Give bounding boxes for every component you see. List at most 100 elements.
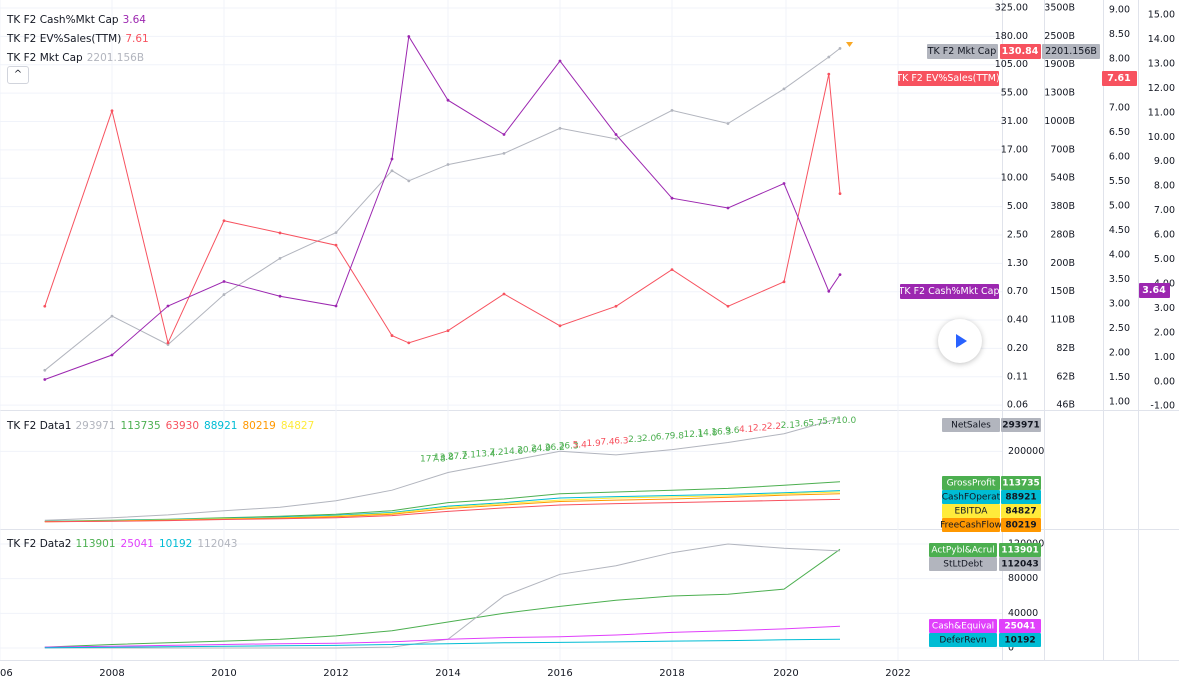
legend-entry[interactable]: 113901 <box>75 538 120 550</box>
pane1-axis3-tick: 7.00 <box>1109 103 1130 114</box>
pane1-axis1-tick: 2.50 <box>1007 229 1028 240</box>
pane1-axis2-tick: 62B <box>1056 371 1075 382</box>
pane3-name-label: StLtDebt <box>943 560 983 570</box>
growth-label: 24.9 <box>531 444 551 454</box>
time-axis-label: 2020 <box>773 668 798 679</box>
pane1-axis2-tick: 46B <box>1056 400 1075 411</box>
legend-entry[interactable]: 10192 <box>159 538 197 550</box>
mktcap-value-tag-1 <box>1000 44 1041 59</box>
pane1-series-point <box>407 35 411 38</box>
legend-entry[interactable]: TK F2 Data2 <box>7 538 75 550</box>
pane2-value-label: 293971 <box>1002 421 1040 431</box>
pane3-name-tag <box>929 557 997 571</box>
legend-value: 3.64 <box>122 14 146 26</box>
legend-entry[interactable]: 25041 <box>121 538 159 550</box>
pane1-axis1-tick: 5.00 <box>1007 201 1028 212</box>
legend-entry[interactable]: 112043 <box>197 538 242 550</box>
pane1-axis1-tick: 0.70 <box>1007 286 1028 297</box>
legend-name: TK F2 Data2 <box>7 538 72 550</box>
legend-value: 113901 <box>75 538 116 550</box>
legend-entry[interactable]: 113735 <box>121 420 166 432</box>
pane1-series-point <box>502 292 506 296</box>
pane1-axis2-tick: 150B <box>1050 286 1075 297</box>
pane1-axis2-tick: 540B <box>1050 173 1075 184</box>
pane1-series-point <box>390 169 394 173</box>
replay-play-button[interactable] <box>938 319 982 363</box>
time-axis-label: 2010 <box>211 668 236 679</box>
growth-label: 26.2 <box>545 443 565 453</box>
pane1-axis2-tick: 280B <box>1050 229 1075 240</box>
growth-label: 2.1 <box>781 421 795 431</box>
pane1-axis3-tick: 3.00 <box>1109 299 1130 310</box>
mktcap-name-label: TK F2 Mkt Cap <box>927 46 997 57</box>
pane1-series-point <box>446 163 450 166</box>
legend-entry[interactable]: TK F2 EV%Sales(TTM) 7.61 <box>7 30 154 49</box>
pane2-value-label: 80219 <box>1005 521 1036 531</box>
pane1-series-point <box>782 87 786 91</box>
legend-entry[interactable]: 80219 <box>242 420 280 432</box>
pane1-series-point <box>558 59 562 63</box>
growth-label: 2.3 <box>628 435 642 445</box>
pane1-axis3-tick: 5.00 <box>1109 201 1130 212</box>
pane2-value-tag <box>1001 490 1041 504</box>
pane1-axis3-tick: 6.50 <box>1109 127 1130 138</box>
collapse-legend-button[interactable]: ^ <box>7 66 29 84</box>
legend-entry[interactable]: 293971 <box>75 420 120 432</box>
pane1-series-point <box>670 109 674 112</box>
pane1-series-point <box>838 192 842 195</box>
pane1-axis1-tick: 0.20 <box>1007 343 1028 354</box>
pane3-value-tag <box>999 619 1041 633</box>
marker-triangle-icon <box>846 42 853 47</box>
pane2-name-tag <box>942 476 1000 490</box>
pane1-series-point <box>222 219 226 223</box>
pane1-series-point <box>558 324 562 328</box>
legend-entry[interactable]: TK F2 Mkt Cap 2201.156B <box>7 49 154 68</box>
pane2-value-tag <box>1001 476 1041 490</box>
pane3-name-tag <box>929 633 997 647</box>
pane1-series-point <box>278 294 282 298</box>
pane3-name-label: ActPybl&Acrul <box>931 546 994 556</box>
pane1-series-point <box>446 329 450 333</box>
pane1-series-point <box>278 231 282 235</box>
pane1-axis3-tick: 8.00 <box>1109 54 1130 65</box>
legend-entry[interactable]: 63930 <box>166 420 204 432</box>
pane1-legend: TK F2 Cash%Mkt Cap 3.64 TK F2 EV%Sales(TTM… <box>7 11 154 68</box>
pane1-axis1-tick: 180.00 <box>995 31 1028 42</box>
pane3-axis-tick: 40000 <box>1008 608 1038 619</box>
pane1-axis4-tick: 11.00 <box>1148 107 1175 118</box>
legend-value: 2201.156B <box>86 52 145 64</box>
pane1-axis3-tick: 2.00 <box>1109 348 1130 359</box>
time-axis-label: 06 <box>0 668 13 679</box>
cashmkt-value-tag <box>1139 283 1170 298</box>
pane1-axis4-tick: 15.00 <box>1148 10 1175 21</box>
pane1-series-point <box>334 243 338 247</box>
time-axis-label: 2018 <box>659 668 684 679</box>
pane1-series-point <box>726 304 730 308</box>
legend-value: 10192 <box>158 538 193 550</box>
evsales-name-tag <box>898 71 999 86</box>
pane1-axis1-tick: 325.00 <box>995 3 1028 14</box>
pane2-name-tag <box>942 418 1000 432</box>
growth-label: 13.8 <box>434 453 454 463</box>
legend-entry[interactable]: TK F2 Cash%Mkt Cap 3.64 <box>7 11 154 30</box>
pane1-series-point <box>407 179 411 183</box>
growth-label: 20.6 <box>517 445 537 455</box>
play-icon <box>956 334 967 348</box>
legend-entry[interactable]: 88921 <box>204 420 242 432</box>
pane1-series-point <box>407 341 411 345</box>
pane3-legend: TK F2 Data2 113901 25041 10192 112043 <box>7 538 242 550</box>
pane1-axis4-tick: 14.00 <box>1148 34 1175 45</box>
pane1-axis3-tick: 6.00 <box>1109 152 1130 163</box>
legend-entry[interactable]: TK F2 Data1 <box>7 420 75 432</box>
cashmkt-name-tag <box>900 284 999 299</box>
pane1-series-point <box>827 72 831 76</box>
pane2-value-label: 88921 <box>1005 493 1036 503</box>
pane1-axis2-tick: 2500B <box>1044 31 1075 42</box>
legend-entry[interactable]: 84827 <box>281 420 319 432</box>
pane1-series-point <box>502 151 506 155</box>
growth-label: 27.2 <box>448 452 468 462</box>
legend-value: 84827 <box>280 420 315 432</box>
evsales-value-tag <box>1102 71 1137 86</box>
